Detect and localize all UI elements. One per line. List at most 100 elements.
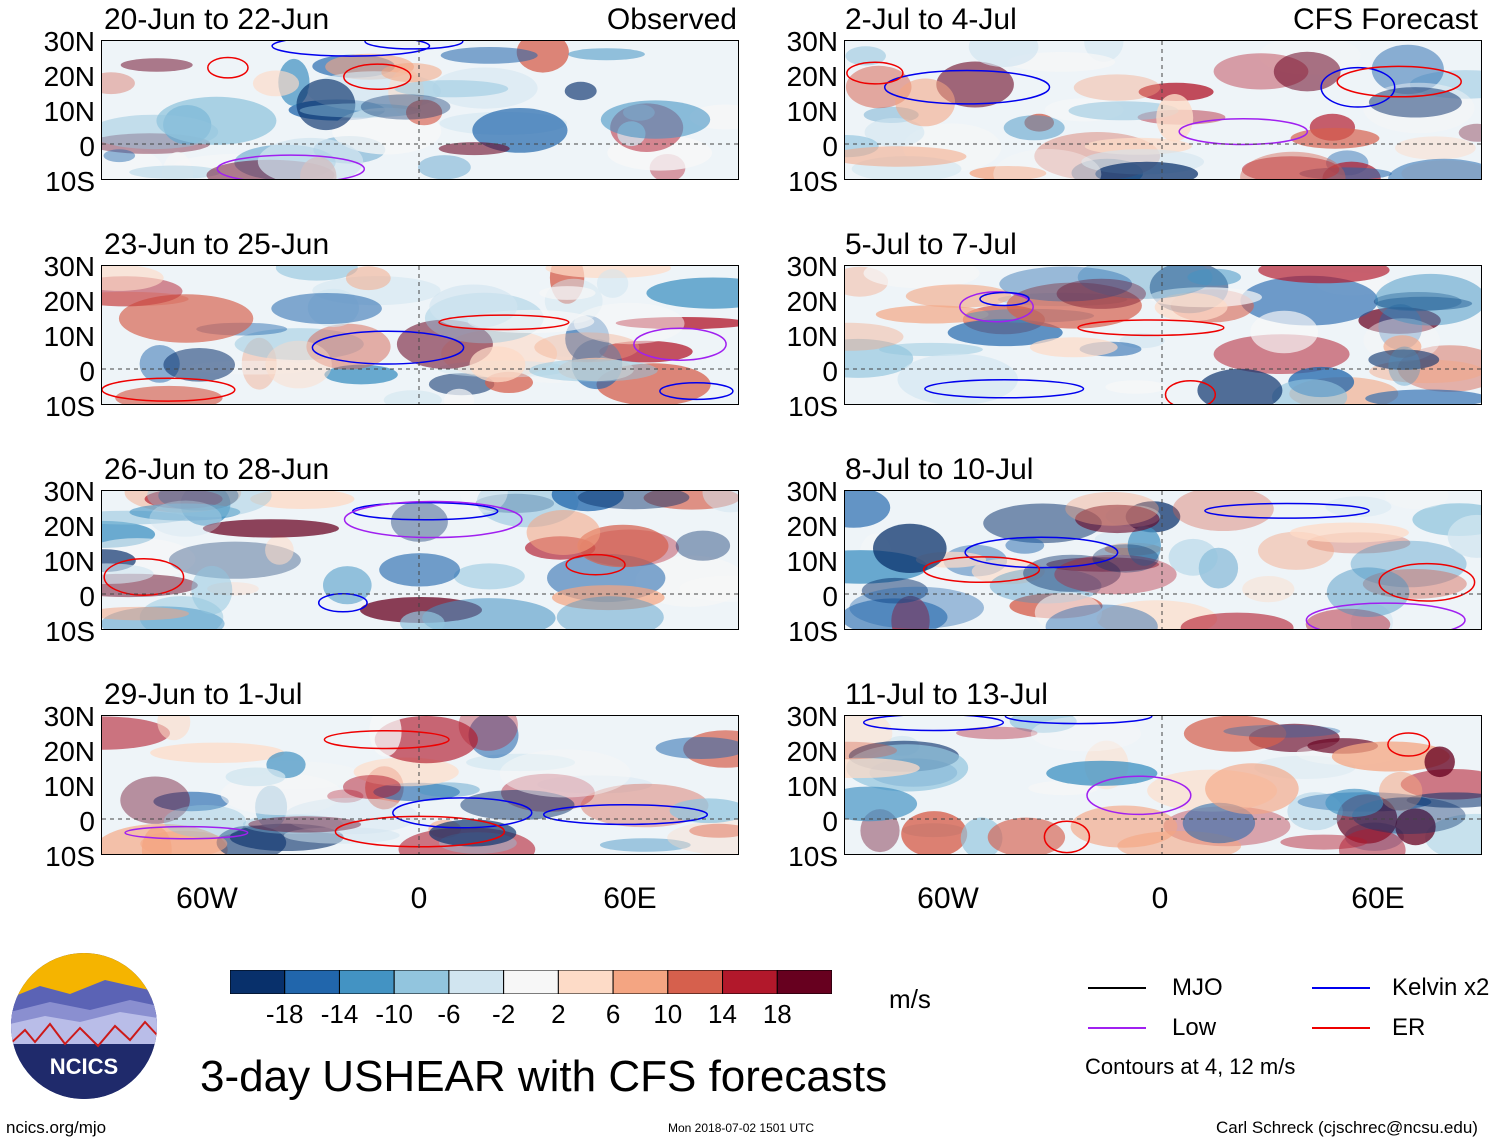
legend-label-er: ER bbox=[1392, 1014, 1426, 1041]
lat-label: 10N bbox=[786, 96, 838, 127]
colorbar-swatch bbox=[776, 969, 833, 995]
lon-label-60e: 60E bbox=[1351, 882, 1405, 915]
footer-credit: Carl Schreck (cjschrec@ncsu.edu) bbox=[1216, 1118, 1478, 1137]
lat-label: 10N bbox=[786, 321, 838, 352]
lon-label-0: 0 bbox=[1151, 882, 1169, 915]
logo-text: NCICS bbox=[50, 1054, 118, 1079]
lat-label: 30N bbox=[786, 476, 838, 507]
lat-label: 30N bbox=[43, 251, 95, 282]
lat-label: 0 bbox=[822, 356, 838, 387]
lon-label-60w: 60W bbox=[176, 882, 238, 915]
footer-timestamp: Mon 2018-07-02 1501 UTC bbox=[668, 1121, 815, 1135]
map-panel bbox=[101, 265, 739, 405]
ncics-logo: NCICS bbox=[10, 952, 158, 1100]
lat-label: 10N bbox=[43, 96, 95, 127]
panel-title: 29-Jun to 1-Jul bbox=[104, 678, 303, 711]
lat-label: 0 bbox=[822, 806, 838, 837]
lat-label: 10N bbox=[786, 771, 838, 802]
lat-label: 20N bbox=[786, 286, 838, 317]
footer-url: ncics.org/mjo bbox=[6, 1118, 107, 1137]
lat-label: 10S bbox=[45, 391, 95, 422]
colorbar-swatch bbox=[557, 969, 614, 995]
colorbar-tick-label: -14 bbox=[320, 999, 359, 1029]
lon-label-60w: 60W bbox=[917, 882, 979, 915]
main-title: 3-day USHEAR with CFS forecasts bbox=[200, 1052, 888, 1101]
lat-label: 10S bbox=[45, 616, 95, 647]
colorbar-tick-label: 10 bbox=[653, 999, 683, 1029]
lat-label: 20N bbox=[786, 61, 838, 92]
colorbar-tick-label: -10 bbox=[375, 999, 413, 1029]
lat-label: 20N bbox=[43, 61, 95, 92]
colorbar-swatch bbox=[503, 969, 559, 995]
lat-label: 20N bbox=[43, 736, 95, 767]
map-panel bbox=[844, 490, 1482, 630]
colorbar-tick-label: 14 bbox=[708, 999, 737, 1029]
map-panel bbox=[844, 265, 1482, 405]
legend-line-low bbox=[1088, 1027, 1146, 1029]
map-panel bbox=[101, 490, 739, 630]
lat-label: 30N bbox=[43, 701, 95, 732]
panel-title: 26-Jun to 28-Jun bbox=[104, 453, 330, 486]
legend-line-mjo bbox=[1088, 987, 1146, 989]
lat-label: 10S bbox=[788, 166, 838, 197]
colorbar-swatch bbox=[722, 969, 778, 995]
lat-label: 10S bbox=[45, 166, 95, 197]
lat-label: 0 bbox=[79, 581, 95, 612]
panel-title: 8-Jul to 10-Jul bbox=[845, 453, 1034, 486]
colorbar-tick-label: -6 bbox=[437, 999, 461, 1029]
lat-label: 10S bbox=[788, 616, 838, 647]
lat-label: 0 bbox=[822, 581, 838, 612]
lat-label: 10N bbox=[43, 321, 95, 352]
colorbar-tick-label: 6 bbox=[605, 999, 621, 1029]
lat-label: 20N bbox=[786, 736, 838, 767]
legend-label-kelvin: Kelvin x2 bbox=[1392, 974, 1490, 1001]
lat-label: 10N bbox=[43, 771, 95, 802]
panel-title: 5-Jul to 7-Jul bbox=[845, 228, 1017, 261]
lat-label: 0 bbox=[79, 131, 95, 162]
lat-label: 20N bbox=[43, 286, 95, 317]
panel-title: 20-Jun to 22-Jun bbox=[104, 3, 330, 36]
colorbar-swatch bbox=[229, 969, 286, 995]
map-panel bbox=[101, 715, 739, 855]
colorbar-swatch bbox=[284, 969, 340, 995]
map-panel bbox=[101, 40, 739, 180]
lat-label: 20N bbox=[786, 511, 838, 542]
map-panel bbox=[844, 40, 1482, 180]
lat-label: 10N bbox=[786, 546, 838, 577]
colorbar-swatch bbox=[667, 969, 724, 995]
lat-label: 10S bbox=[45, 841, 95, 872]
lat-label: 30N bbox=[43, 476, 95, 507]
legend-label-mjo: MJO bbox=[1172, 974, 1223, 1001]
lat-label: 20N bbox=[43, 511, 95, 542]
legend-line-er bbox=[1312, 1027, 1370, 1029]
contours-note: Contours at 4, 12 m/s bbox=[1085, 1054, 1296, 1079]
legend-label-low: Low bbox=[1172, 1014, 1217, 1041]
colorbar-tick-label: -18 bbox=[265, 999, 304, 1029]
lat-label: 0 bbox=[822, 131, 838, 162]
colorbar-swatch bbox=[448, 969, 505, 995]
lat-label: 10S bbox=[788, 391, 838, 422]
colorbar-tick-label: 2 bbox=[551, 999, 566, 1029]
lon-label-60e: 60E bbox=[603, 882, 657, 915]
colorbar-tick-label: -2 bbox=[492, 999, 516, 1029]
colorbar bbox=[229, 969, 833, 995]
lat-label: 30N bbox=[43, 26, 95, 57]
lat-label: 30N bbox=[786, 251, 838, 282]
map-panel bbox=[844, 715, 1482, 855]
colorbar-swatch bbox=[338, 969, 395, 995]
panel-tag-observed: Observed bbox=[606, 3, 737, 36]
colorbar-tick-label: 18 bbox=[762, 999, 792, 1029]
panel-title: 2-Jul to 4-Jul bbox=[845, 3, 1017, 36]
lat-label: 10S bbox=[788, 841, 838, 872]
legend-line-kelvin bbox=[1312, 987, 1370, 989]
lon-label-0: 0 bbox=[410, 882, 428, 915]
lat-label: 0 bbox=[79, 806, 95, 837]
colorbar-swatch bbox=[612, 969, 669, 995]
panel-tag-cfs-forecast: CFS Forecast bbox=[1292, 3, 1478, 36]
colorbar-swatch bbox=[393, 969, 450, 995]
lat-label: 10N bbox=[43, 546, 95, 577]
lat-label: 0 bbox=[79, 356, 95, 387]
panel-title: 23-Jun to 25-Jun bbox=[104, 228, 330, 261]
lat-label: 30N bbox=[786, 701, 838, 732]
lat-label: 30N bbox=[786, 26, 838, 57]
